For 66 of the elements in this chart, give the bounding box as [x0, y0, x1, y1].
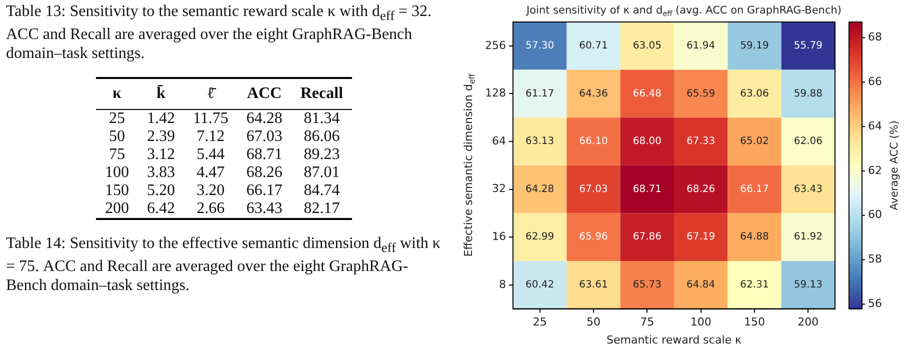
color-bar-label: 68: [868, 30, 882, 44]
text: 100 3.83 4.47 68.26 87.01: [104, 164, 340, 182]
data-label: 59.13: [794, 279, 822, 290]
y-tick-label: 32: [492, 182, 506, 196]
text: 25 1.42 11.75 64.28 81.34: [108, 110, 340, 128]
x-tick-label: 200: [798, 315, 819, 328]
data-label: 65.73: [632, 279, 662, 290]
data-label: 65.59: [686, 88, 716, 100]
color-bar-label: 64: [868, 119, 882, 132]
data-label: 57.30: [526, 40, 554, 52]
x-tick-label: 75: [640, 315, 654, 328]
data-label: 66.17: [740, 184, 769, 195]
data-label: 65.02: [740, 136, 769, 148]
data-label: 64.84: [686, 279, 716, 290]
data-label: 68.26: [686, 184, 716, 195]
y-tick-label: 64: [492, 134, 506, 148]
data-label: 64.36: [579, 88, 608, 100]
data-label: 62.31: [740, 279, 769, 290]
text: κ k̄ ℓ̄ ACC Recall: [112, 85, 344, 102]
data-label: 55.79: [794, 40, 822, 52]
color-bar-label: 60: [868, 208, 882, 222]
x-tick-label: 150: [744, 315, 765, 328]
y-tick-label: 8: [498, 278, 506, 291]
x-tick-label: 50: [586, 315, 600, 328]
color-bar-label: 62: [868, 164, 882, 177]
x-tick-label: 25: [532, 315, 547, 328]
data-label: 63.06: [740, 88, 769, 100]
data-label: 68.71: [632, 184, 662, 195]
y-tick-label: 128: [484, 86, 506, 100]
data-label: 68.00: [632, 136, 662, 148]
data-label: 63.05: [632, 40, 662, 52]
color-bar-title: Average ACC (%): [888, 120, 901, 210]
text: 75 3.12 5.44 68.71 89.23: [108, 146, 340, 164]
data-label: 66.10: [579, 136, 608, 148]
text: 150 5.20 3.20 66.17 84.74: [104, 182, 340, 200]
data-label: 67.33: [686, 136, 716, 148]
y-tick-label: 256: [484, 38, 506, 52]
data-label: 59.88: [794, 88, 822, 100]
text: 200 6.42 2.66 63.43 82.17: [104, 200, 340, 218]
data-label: 59.19: [740, 40, 769, 52]
y-tick-label: 16: [492, 230, 506, 243]
data-label: 67.19: [686, 232, 716, 243]
data-label: 61.94: [686, 40, 716, 52]
x-tick-label: 100: [690, 315, 712, 328]
data-label: 60.42: [526, 279, 554, 290]
data-label: 63.43: [794, 184, 822, 195]
data-label: 60.71: [579, 40, 608, 52]
color-bar-label: 56: [868, 297, 882, 310]
data-label: 63.13: [526, 136, 554, 148]
data-label: 61.17: [526, 88, 554, 100]
x-axis-title: Semantic reward scale κ: [606, 334, 742, 347]
data-label: 67.86: [632, 232, 662, 243]
data-label: 66.48: [632, 88, 662, 100]
data-label: 67.03: [579, 184, 608, 195]
text: 50 2.39 7.12 67.03 86.06: [108, 128, 340, 146]
data-label: 62.99: [526, 232, 554, 243]
data-label: 64.28: [526, 184, 554, 195]
data-label: 61.92: [794, 232, 822, 243]
data-label: 64.88: [740, 232, 769, 243]
color-bar-label: 66: [868, 75, 882, 88]
text: Table 14: Sensitivity to the effective semantic dimension d$_{eff}$ with κ = 75. ACC and Recall are averaged over the eight GraphRAG-Bench domain–task settings.: [6, 234, 442, 296]
data-label: 65.96: [579, 232, 608, 243]
data-label: 63.61: [579, 279, 608, 290]
data-label: 62.06: [794, 136, 822, 148]
text: Table 13: Sensitivity to the semantic reward scale κ with d$_{eff}$ = 32. ACC and Recall are averaged over the eight GraphRAG-Bench domain–task settings.: [6, 2, 433, 64]
color-bar-label: 58: [868, 252, 882, 266]
